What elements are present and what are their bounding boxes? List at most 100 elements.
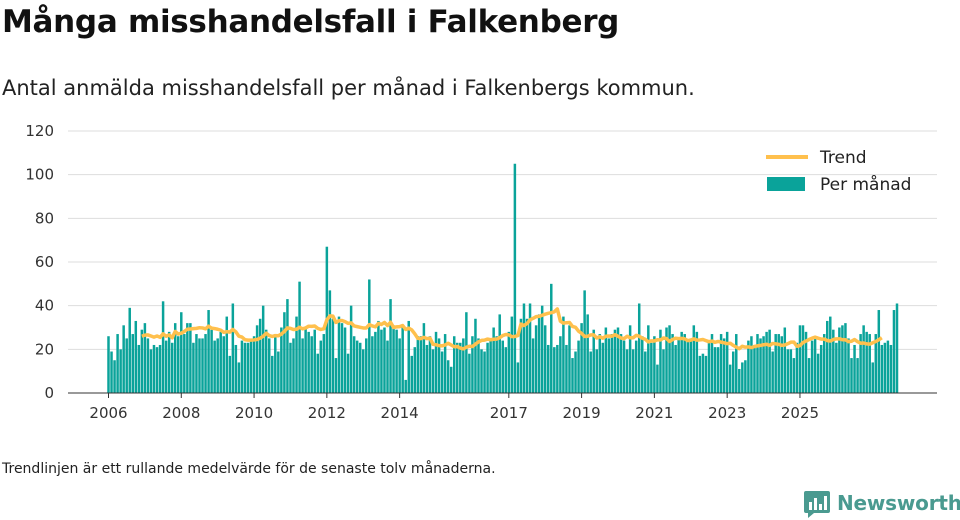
bar bbox=[725, 331, 729, 393]
bar bbox=[835, 342, 838, 393]
bar bbox=[716, 347, 720, 393]
bar bbox=[173, 323, 177, 393]
bar bbox=[243, 342, 247, 393]
bar bbox=[119, 349, 122, 393]
bar bbox=[604, 327, 608, 393]
bar bbox=[731, 351, 735, 393]
bar bbox=[319, 340, 323, 393]
bar bbox=[777, 334, 780, 393]
bar bbox=[449, 366, 453, 393]
bar bbox=[780, 336, 784, 393]
bar bbox=[456, 342, 459, 393]
bar bbox=[498, 314, 501, 393]
bar bbox=[434, 331, 438, 393]
bar bbox=[653, 336, 656, 393]
bar bbox=[768, 329, 771, 393]
bar bbox=[804, 331, 808, 393]
bar bbox=[589, 351, 592, 393]
bar bbox=[756, 334, 759, 393]
bar bbox=[313, 329, 316, 393]
bar bbox=[446, 360, 450, 393]
bar bbox=[477, 338, 480, 393]
bar bbox=[810, 340, 814, 393]
bar bbox=[841, 325, 844, 393]
bar bbox=[213, 340, 216, 393]
bar bbox=[107, 336, 110, 393]
bar bbox=[280, 327, 283, 393]
bar bbox=[122, 325, 125, 393]
bar bbox=[877, 310, 881, 393]
bar bbox=[537, 314, 541, 393]
bar bbox=[556, 344, 559, 393]
bar bbox=[713, 347, 717, 393]
bar bbox=[546, 344, 550, 393]
bar bbox=[689, 338, 693, 393]
bar bbox=[610, 334, 614, 393]
bar bbox=[237, 362, 241, 393]
bar bbox=[868, 334, 871, 393]
bar bbox=[474, 318, 477, 393]
bar bbox=[856, 358, 859, 393]
bar bbox=[177, 336, 180, 393]
bar bbox=[750, 336, 753, 393]
x-tick-label: 2019 bbox=[563, 404, 601, 418]
bar bbox=[249, 340, 253, 393]
bar bbox=[571, 358, 574, 393]
bar bbox=[650, 342, 653, 393]
bar bbox=[665, 327, 668, 393]
bar bbox=[707, 342, 711, 393]
bar bbox=[753, 344, 756, 393]
bar bbox=[310, 336, 313, 393]
bar bbox=[586, 314, 589, 393]
bar bbox=[298, 281, 301, 393]
bar bbox=[352, 336, 356, 393]
bar bbox=[246, 342, 250, 393]
bar bbox=[258, 318, 262, 393]
bar bbox=[271, 355, 274, 393]
bar bbox=[568, 325, 571, 393]
bar bbox=[380, 329, 383, 393]
bar bbox=[201, 338, 204, 393]
bar bbox=[267, 338, 271, 393]
y-tick-label: 120 bbox=[25, 122, 54, 140]
bar bbox=[401, 325, 404, 393]
bar bbox=[516, 362, 520, 393]
bar bbox=[274, 334, 277, 393]
bar bbox=[822, 334, 826, 393]
trend-line bbox=[141, 307, 883, 351]
bar bbox=[525, 318, 529, 393]
bar bbox=[886, 340, 890, 393]
bar bbox=[634, 340, 638, 393]
bar bbox=[486, 342, 489, 393]
bar bbox=[631, 349, 635, 393]
bar bbox=[362, 349, 365, 393]
bar bbox=[155, 347, 159, 393]
bar bbox=[404, 379, 407, 393]
bar bbox=[759, 338, 762, 393]
bar bbox=[395, 329, 398, 393]
bar bbox=[789, 349, 793, 393]
bar bbox=[331, 318, 335, 393]
bar bbox=[383, 327, 386, 393]
bar bbox=[489, 340, 492, 393]
bar bbox=[844, 323, 847, 393]
bar bbox=[883, 342, 887, 393]
bar bbox=[334, 358, 338, 393]
x-tick-label: 2025 bbox=[781, 404, 819, 418]
y-tick-label: 80 bbox=[35, 209, 54, 227]
bar bbox=[192, 342, 195, 393]
bar bbox=[813, 336, 817, 393]
bar bbox=[686, 340, 689, 393]
x-tick-label: 2010 bbox=[235, 404, 273, 418]
bar bbox=[210, 329, 213, 393]
bar bbox=[550, 283, 553, 393]
bar bbox=[741, 362, 744, 393]
bar bbox=[161, 301, 165, 393]
bar bbox=[613, 329, 617, 393]
bar bbox=[189, 323, 192, 393]
bar bbox=[158, 344, 162, 393]
bar bbox=[722, 338, 726, 393]
bar bbox=[819, 344, 823, 393]
x-tick-label: 2014 bbox=[381, 404, 419, 418]
bar bbox=[871, 362, 874, 393]
